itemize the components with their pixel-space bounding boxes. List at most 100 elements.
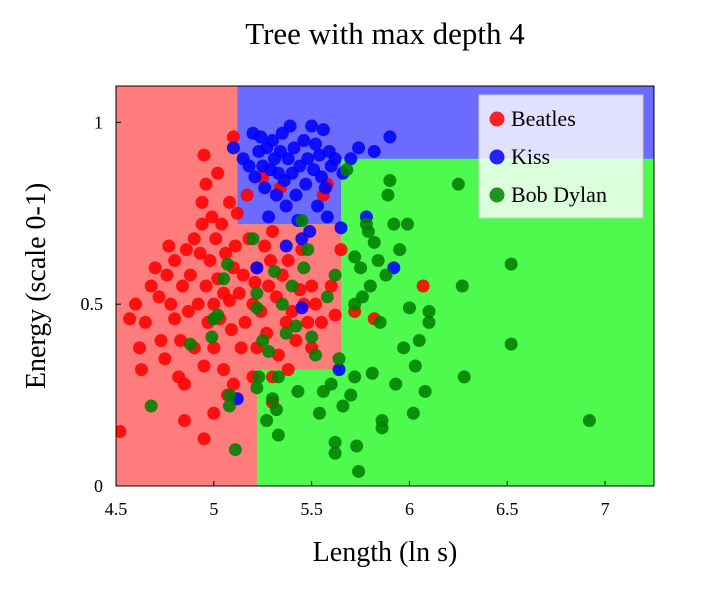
point-bob-dylan-76 [455,279,469,293]
point-bob-dylan-79 [504,337,518,351]
point-kiss-54 [367,144,381,158]
point-bob-dylan-75 [451,177,465,191]
legend-box [478,94,644,219]
point-beatles-83 [281,363,295,377]
point-bob-dylan-44 [348,370,362,384]
point-beatles-38 [207,297,221,311]
point-beatles-15 [168,312,182,326]
y-tick-label-2: 1 [94,112,103,132]
point-beatles-79 [271,348,285,362]
point-kiss-40 [312,148,326,162]
point-bob-dylan-80 [582,414,596,428]
point-beatles-61 [238,315,252,329]
point-bob-dylan-59 [375,421,389,435]
point-bob-dylan-66 [397,341,411,355]
point-beatles-5 [138,315,152,329]
point-bob-dylan-8 [222,399,236,413]
point-bob-dylan-20 [269,403,283,417]
plot-frame [115,85,655,487]
point-beatles-10 [158,352,172,366]
point-bob-dylan-40 [332,352,346,366]
point-kiss-6 [250,261,264,275]
point-beatles-56 [228,239,242,253]
point-beatles-34 [199,177,213,191]
point-beatles-85 [285,304,299,318]
point-bob-dylan-39 [328,446,342,460]
point-bob-dylan-77 [457,370,471,384]
point-bob-dylan-56 [371,254,385,268]
point-beatles-94 [314,315,328,329]
point-beatles-29 [195,195,209,209]
point-bob-dylan-18 [266,392,280,406]
point-beatles-31 [197,359,211,373]
y-axis-label: Energy (scale 0-1) [21,183,52,389]
point-beatles-47 [217,363,231,377]
point-bob-dylan-62 [383,174,397,188]
point-kiss-48 [332,363,346,377]
point-beatles-50 [222,195,236,209]
point-beatles-57 [230,206,244,220]
point-bob-dylan-72 [418,384,432,398]
point-beatles-98 [328,308,342,322]
point-beatles-33 [199,279,213,293]
point-bob-dylan-27 [291,384,305,398]
point-beatles-41 [209,232,223,246]
point-kiss-42 [316,123,330,137]
point-beatles-13 [164,297,178,311]
point-beatles-1 [123,312,137,326]
point-bob-dylan-35 [320,290,334,304]
point-beatles-71 [258,239,272,253]
point-beatles-52 [224,323,238,337]
point-beatles-51 [222,294,236,308]
point-beatles-92 [305,279,319,293]
point-bob-dylan-41 [336,399,350,413]
legend: Beatles Kiss Bob Dylan [478,94,644,219]
point-bob-dylan-65 [393,243,407,257]
point-beatles-66 [248,275,262,289]
legend-marker-beatles [489,111,505,127]
point-beatles-102 [416,279,430,293]
point-bob-dylan-33 [312,406,326,420]
point-bob-dylan-71 [412,334,426,348]
point-bob-dylan-25 [285,279,299,293]
point-kiss-47 [328,152,342,166]
x-axis-label: Length (ln s) [313,537,458,568]
point-kiss-21 [279,199,293,213]
point-bob-dylan-57 [373,315,387,329]
point-beatles-25 [187,232,201,246]
point-bob-dylan-0 [144,399,158,413]
point-beatles-19 [177,414,191,428]
legend-label-beatles: Beatles [511,106,576,131]
point-kiss-14 [266,134,280,148]
point-beatles-58 [232,286,246,300]
chart-title: Tree with max depth 4 [245,16,525,51]
point-kiss-33 [299,177,313,191]
point-kiss-32 [297,134,311,148]
point-bob-dylan-23 [275,297,289,311]
x-tick-label-4: 6.5 [496,499,519,519]
x-axis-ticks: 4.5 5 5.5 6 6.5 7 [105,481,610,519]
point-kiss-41 [314,170,328,184]
x-tick-label-1: 5 [209,499,218,519]
point-bob-dylan-14 [252,370,266,384]
point-kiss-1 [226,141,240,155]
point-bob-dylan-50 [356,290,370,304]
point-beatles-55 [226,377,240,391]
point-bob-dylan-38 [328,435,342,449]
legend-marker-kiss [489,149,505,165]
point-bob-dylan-43 [344,388,358,402]
point-beatles-8 [152,290,166,304]
point-bob-dylan-24 [279,326,293,340]
point-bob-dylan-60 [379,268,393,282]
point-beatles-6 [144,279,158,293]
point-bob-dylan-10 [246,232,260,246]
point-bob-dylan-49 [354,261,368,275]
point-beatles-36 [203,254,217,268]
point-bob-dylan-17 [262,344,276,358]
point-beatles-0 [116,424,127,438]
point-bob-dylan-22 [271,370,285,384]
point-kiss-34 [301,152,315,166]
point-beatles-27 [193,246,207,260]
point-kiss-16 [269,188,283,202]
